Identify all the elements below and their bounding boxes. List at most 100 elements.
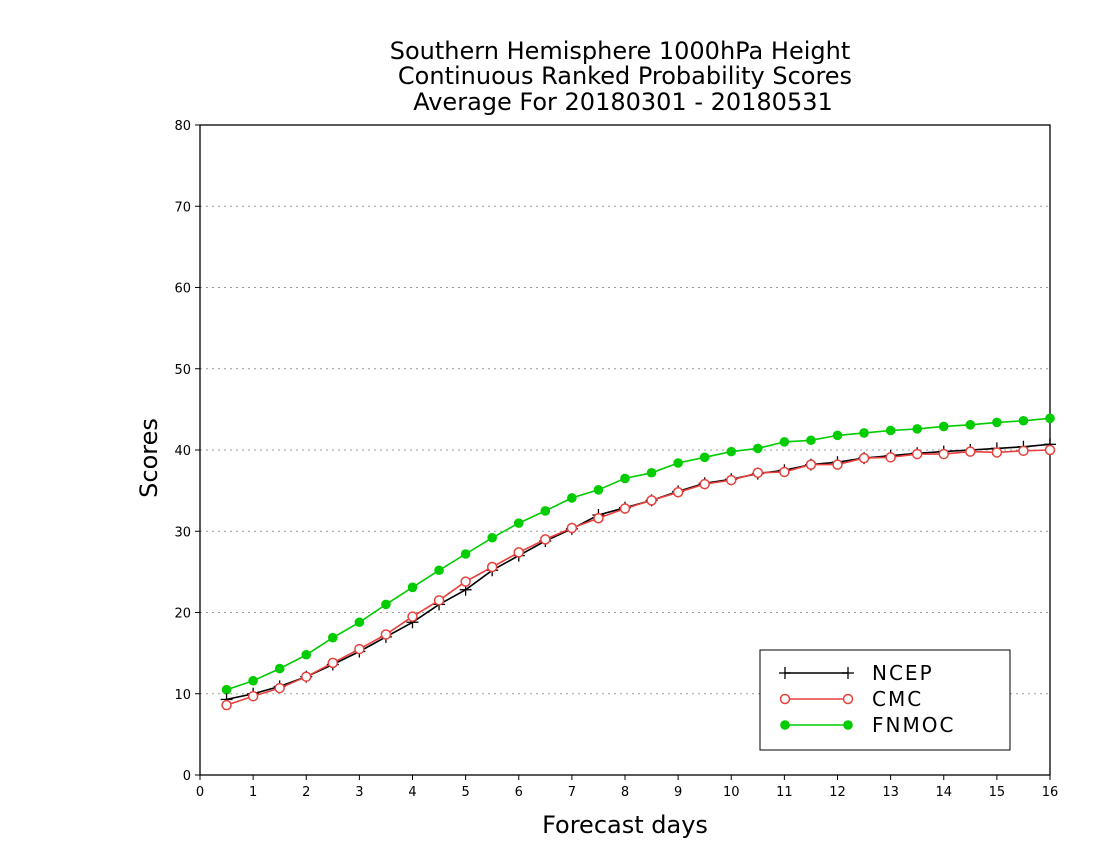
grid-lines [200,205,1050,695]
legend-label-fnmoc: FNMOC [872,713,955,737]
data-point-cmc [699,478,710,490]
data-point-fnmoc [248,675,258,686]
data-point-fnmoc [859,428,869,438]
y-tick-label: 50 [174,363,191,378]
x-tick-label: 13 [882,785,899,800]
data-point-fnmoc [938,421,949,432]
data-point-fnmoc [434,565,444,576]
data-point-fnmoc [806,435,816,446]
data-point-cmc [726,474,737,486]
data-point-cmc [965,446,976,457]
data-point-fnmoc [992,417,1002,428]
data-point-fnmoc [221,684,232,695]
data-point-fnmoc [912,424,922,434]
data-point-cmc [779,466,790,478]
series-fnmoc [221,413,1055,695]
data-point-cmc [566,522,578,534]
data-point-cmc [540,534,551,545]
x-tick-label: 15 [989,785,1006,800]
data-point-cmc [1018,445,1029,457]
data-point-fnmoc [460,549,471,559]
data-point-fnmoc [753,443,763,454]
data-point-cmc [593,513,604,524]
data-point-cmc [221,699,232,711]
x-tick-label: 16 [1042,785,1059,800]
chart-title-line-1: Southern Hemisphere 1000hPa Height [390,37,850,65]
legend-marker-ncep [779,667,791,679]
data-point-fnmoc [487,532,497,543]
data-point-cmc [486,561,498,573]
data-point-cmc [301,671,312,682]
x-tick-label: 14 [935,785,952,800]
data-point-fnmoc [593,485,604,495]
data-point-cmc [911,448,923,460]
x-tick-label: 6 [515,785,523,800]
data-point-cmc [832,459,843,470]
data-point-cmc [513,547,524,558]
legend-label-ncep: NCEP [872,661,934,685]
data-point-cmc [433,595,445,606]
data-point-cmc [805,459,817,470]
legend-box [759,649,1011,751]
chart-title-line-2: Continuous Ranked Probability Scores [398,62,852,90]
data-point-fnmoc [540,506,551,516]
data-point-fnmoc [779,437,790,447]
data-point-fnmoc [381,599,391,610]
data-point-fnmoc [1018,415,1029,426]
legend-marker-cmc [779,693,791,705]
y-tick-label: 40 [174,444,191,459]
legend-marker-cmc [842,693,854,705]
data-point-cmc [354,643,365,655]
data-point-cmc [274,682,285,694]
data-point-cmc [991,447,1003,458]
data-point-fnmoc [407,582,418,593]
data-point-fnmoc [354,617,365,628]
chart-title-line-3: Average For 20180301 - 20180531 [413,88,833,116]
data-point-cmc [327,657,339,669]
x-tick-label: 1 [249,785,257,800]
data-point-fnmoc [832,430,843,441]
x-tick-label: 4 [408,785,416,800]
series-cmc [221,444,1056,711]
y-tick-label: 70 [174,200,191,215]
x-axis-label: Forecast days [542,811,708,839]
data-point-fnmoc [673,458,683,468]
data-point-fnmoc [965,420,976,430]
y-tick-label: 10 [174,688,191,703]
data-point-fnmoc [620,473,630,484]
x-tick-label: 10 [723,785,740,800]
data-point-cmc [646,495,657,506]
x-tick-label: 2 [302,785,310,800]
data-point-cmc [380,629,392,640]
data-point-cmc [619,503,631,514]
data-point-cmc [938,448,949,460]
data-point-fnmoc [301,649,312,660]
data-point-cmc [752,467,764,478]
x-tick-label: 12 [829,785,846,800]
data-point-fnmoc [567,493,577,503]
x-tick-label: 3 [355,785,363,800]
y-tick-label: 80 [174,119,191,134]
data-point-fnmoc [646,467,657,478]
legend-label-cmc: CMC [872,687,923,711]
data-point-cmc [460,576,471,587]
x-tick-label: 0 [196,785,204,800]
y-tick-label: 20 [174,607,191,622]
x-tick-label: 9 [674,785,682,800]
data-point-fnmoc [1045,413,1055,424]
data-point-cmc [885,452,896,463]
data-point-cmc [407,611,418,622]
data-point-fnmoc [274,663,285,674]
y-tick-label: 30 [174,525,191,540]
legend-marker-fnmoc [843,720,853,730]
data-point-fnmoc [726,446,737,457]
x-tick-label: 8 [621,785,629,800]
data-point-cmc [858,452,870,464]
x-tick-label: 5 [461,785,469,800]
y-tick-label: 60 [174,282,191,297]
x-tick-label: 11 [776,785,793,800]
data-point-cmc [247,690,259,702]
